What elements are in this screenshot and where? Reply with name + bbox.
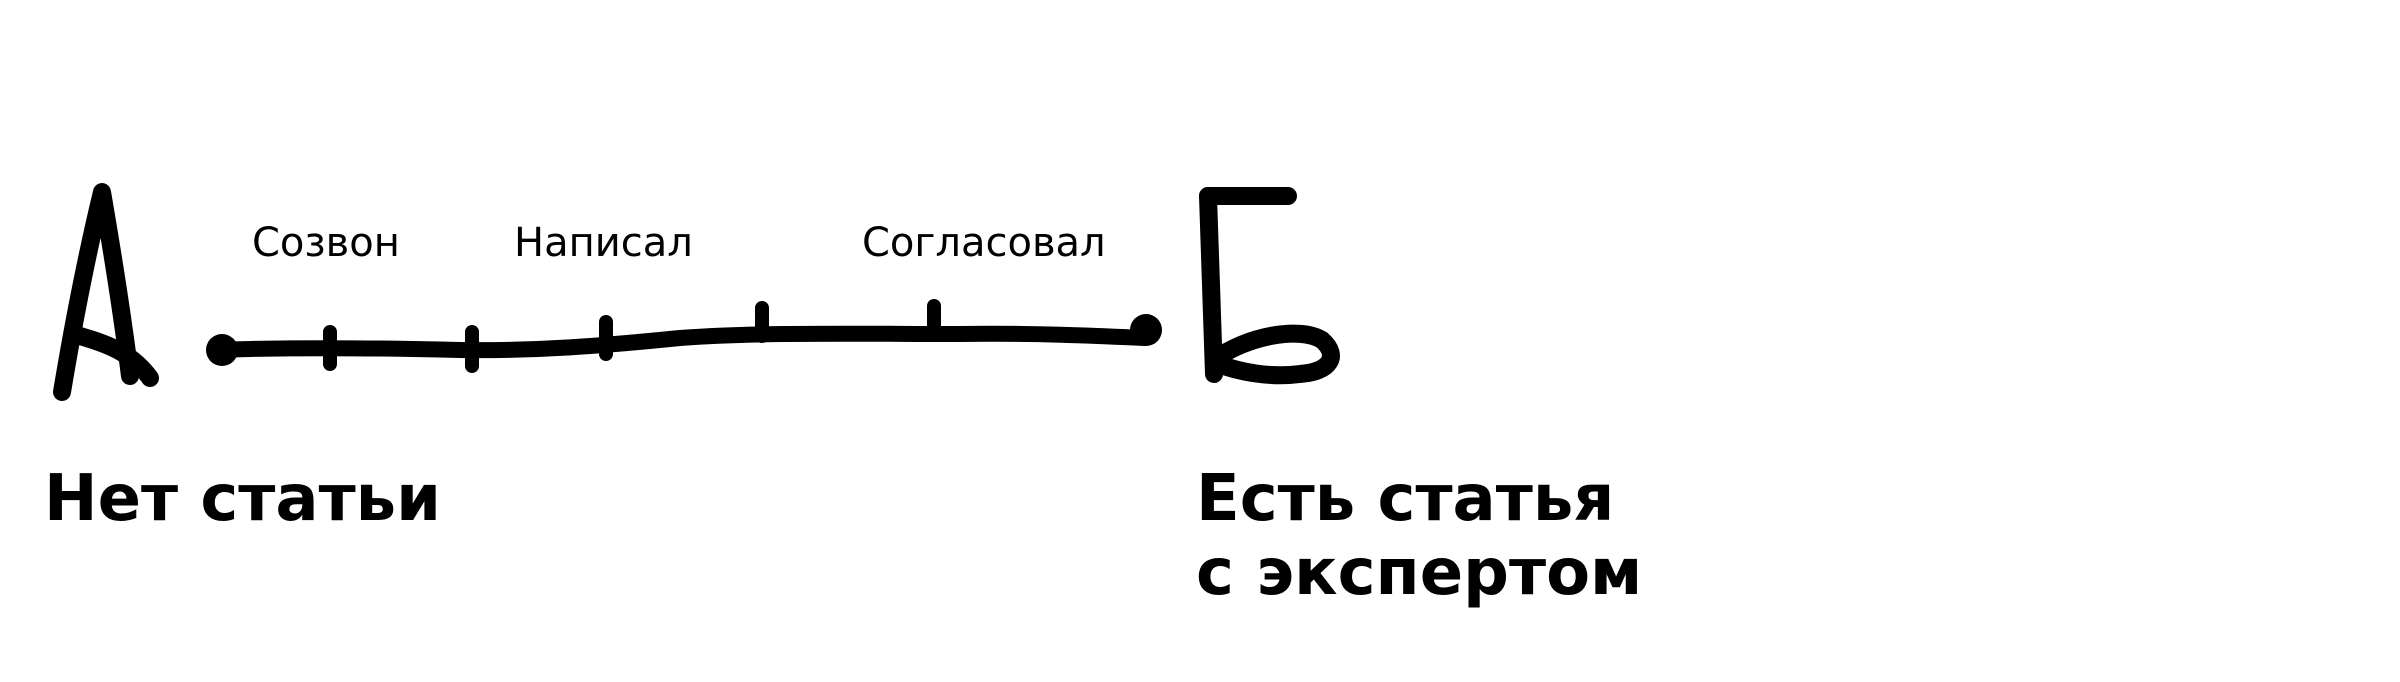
end-caption-line-2: с экспертом: [1196, 536, 1643, 610]
path-line: [208, 325, 1152, 359]
start-letter-a: [53, 183, 159, 401]
step-label-call: Созвон: [252, 220, 400, 266]
step-label-written: Написал: [514, 220, 693, 266]
end-caption-line-1: Есть статья: [1196, 462, 1615, 536]
step-label-approved: Согласовал: [862, 220, 1106, 266]
start-dot: [206, 334, 238, 366]
path-ticks: [323, 299, 941, 373]
start-caption: Нет статьи: [44, 462, 441, 536]
progress-path: [208, 325, 1152, 359]
end-caption: Есть статья с экспертом: [1196, 462, 1642, 610]
end-dot: [1130, 314, 1162, 346]
end-letter-b: [1199, 187, 1340, 385]
